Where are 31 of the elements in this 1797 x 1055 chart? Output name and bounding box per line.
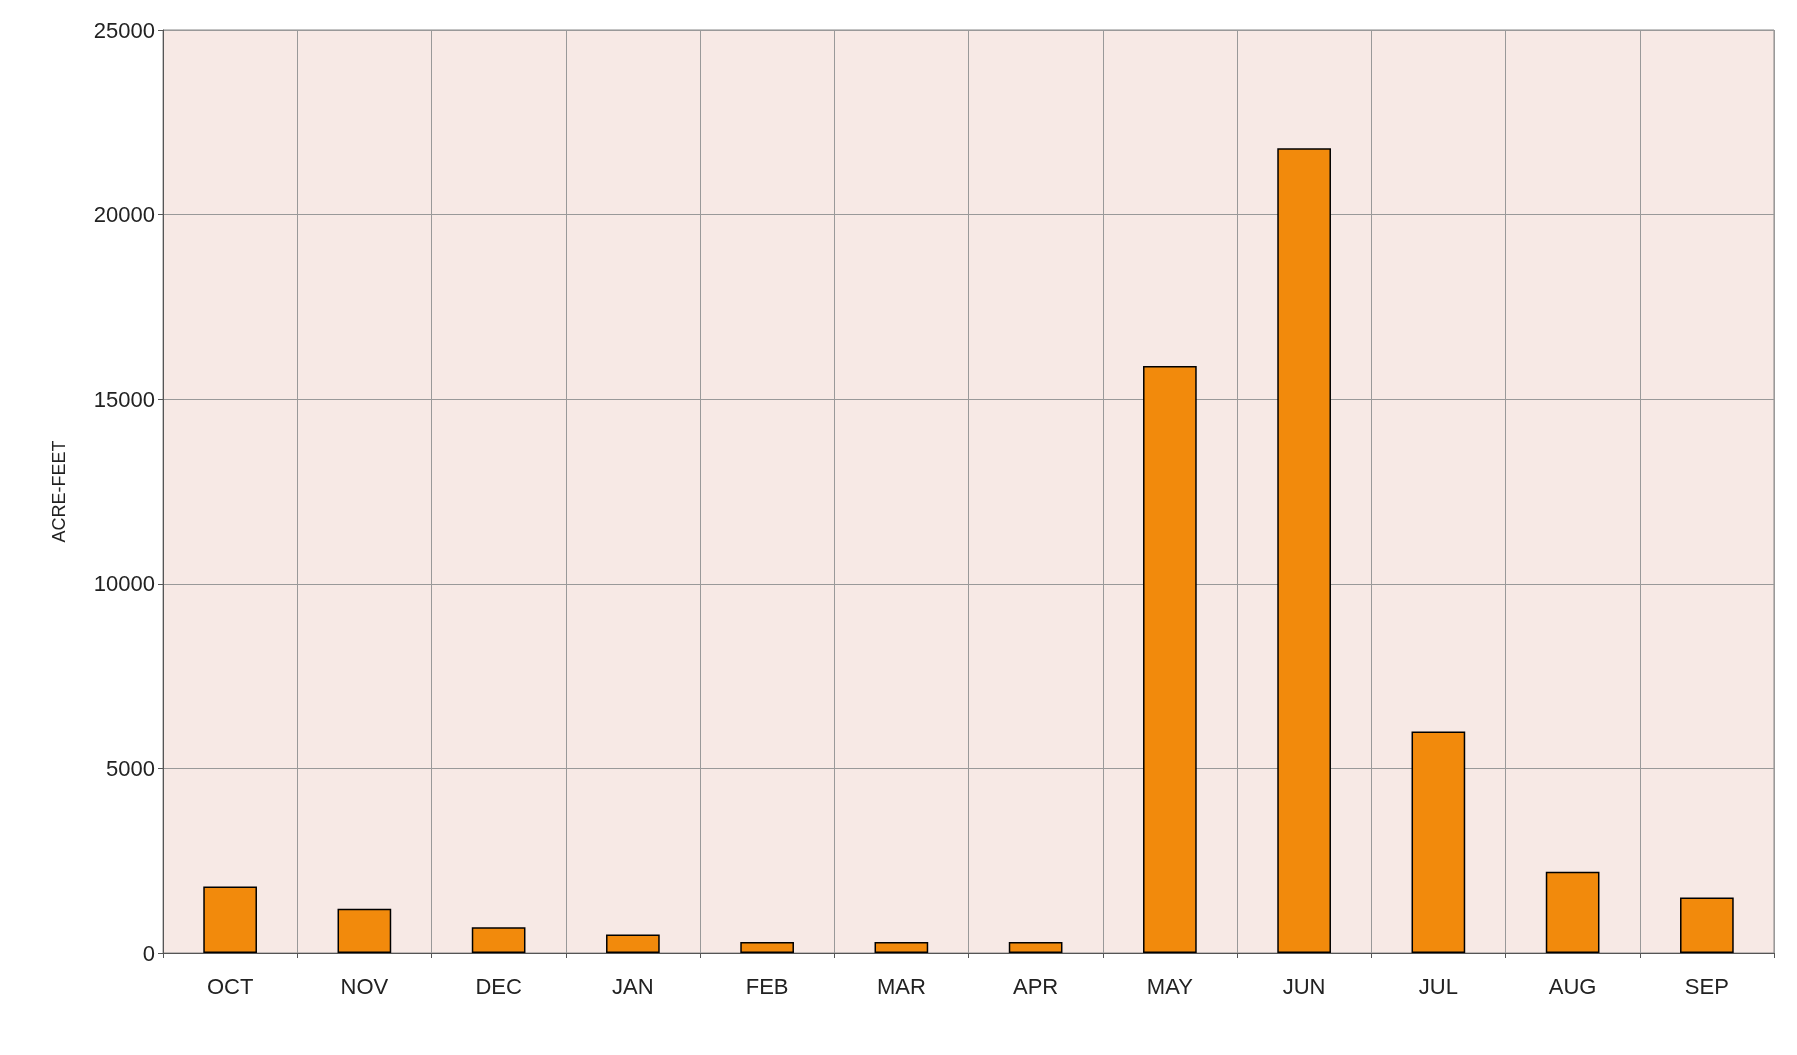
x-tick-label: NOV: [340, 973, 389, 999]
y-tick-label: 0: [142, 940, 155, 966]
bar: [1143, 365, 1197, 953]
x-tick-label: MAR: [876, 973, 926, 999]
x-tick-label: JAN: [612, 973, 654, 999]
x-tick-label: DEC: [475, 973, 522, 999]
y-tick-label: 25000: [93, 17, 155, 43]
y-tick-label: 20000: [93, 202, 155, 228]
x-tick-label: APR: [1013, 973, 1059, 999]
bar: [874, 941, 929, 953]
x-tick-label: FEB: [745, 973, 789, 999]
x-tick-label: JUN: [1282, 973, 1326, 999]
bar: [740, 941, 794, 953]
bar: [1008, 941, 1063, 953]
x-tick-label: OCT: [206, 973, 254, 999]
bar: [1545, 871, 1600, 953]
bar: [471, 927, 526, 953]
x-tick-label: MAY: [1146, 973, 1194, 999]
bar: [337, 908, 392, 953]
x-tick-label: JUL: [1418, 973, 1458, 999]
x-tick-label: SEP: [1684, 973, 1729, 999]
bar: [203, 886, 257, 953]
y-tick-label: 10000: [93, 571, 155, 597]
bar: [1411, 731, 1466, 953]
x-tick-label: AUG: [1548, 973, 1597, 999]
y-tick-label: 15000: [93, 386, 155, 412]
bar: [606, 934, 660, 953]
bar: [1680, 897, 1734, 953]
y-tick-label: 5000: [106, 755, 155, 781]
y-axis-title: ACRE-FEET: [49, 440, 69, 543]
bar: [1277, 148, 1331, 953]
